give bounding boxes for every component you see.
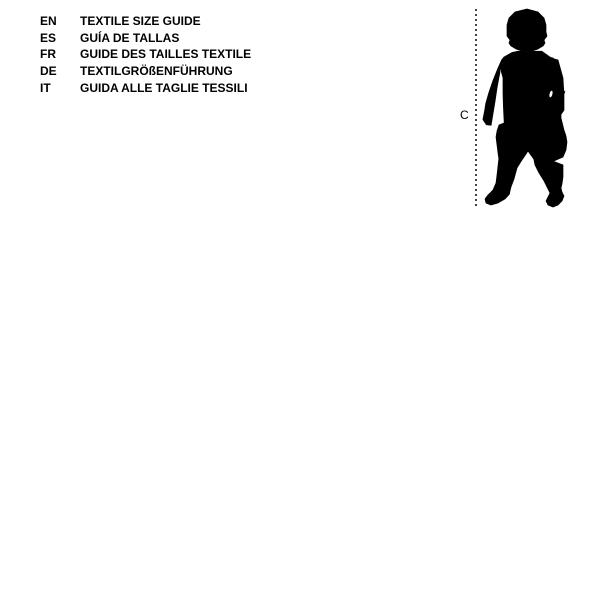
svg-text:C: C bbox=[460, 108, 469, 122]
